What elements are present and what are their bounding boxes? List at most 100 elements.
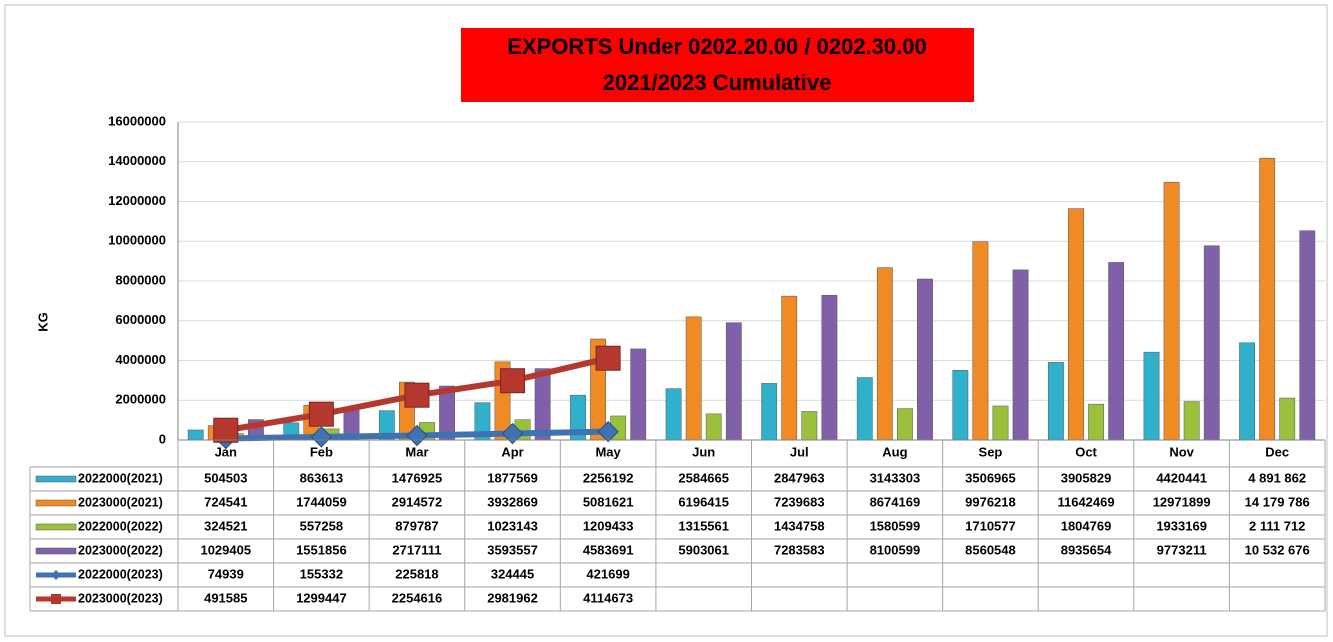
bar <box>1279 397 1296 441</box>
legend-label: 2023000(2022) <box>78 543 163 557</box>
table-cell: 7283583 <box>774 542 825 557</box>
y-tick-label: 0 <box>159 431 166 446</box>
bar <box>187 429 204 441</box>
table-cell: 324445 <box>491 566 534 581</box>
bar <box>761 383 778 441</box>
bar <box>1239 342 1255 441</box>
x-tick-label: Nov <box>1169 444 1194 459</box>
table-cell: 2254616 <box>392 590 443 605</box>
chart-title: EXPORTS Under 0202.20.00 / 0202.30.00 <box>507 34 926 59</box>
x-tick-label: May <box>595 444 621 459</box>
table-cell: 2914572 <box>392 494 443 509</box>
table-cell: 1209433 <box>583 518 634 533</box>
bar <box>952 370 969 441</box>
table-cell: 1744059 <box>296 494 347 509</box>
marker <box>597 420 619 443</box>
bar <box>972 241 989 441</box>
legend-key <box>35 499 77 507</box>
table-cell: 1029405 <box>200 542 251 557</box>
y-axis-label: KG <box>35 312 50 332</box>
bar <box>1088 403 1104 441</box>
x-tick-label: Aug <box>882 444 907 459</box>
table-cell: 491585 <box>204 590 247 605</box>
bar <box>1048 362 1064 441</box>
x-tick-label: Jul <box>790 444 809 459</box>
bar <box>1203 245 1220 441</box>
table-cell: 863613 <box>300 470 343 485</box>
table-cell: 8935654 <box>1061 542 1112 557</box>
x-tick-label: Jan <box>215 444 237 459</box>
table-cell: 1551856 <box>296 542 347 557</box>
y-tick-label: 10000000 <box>108 233 166 248</box>
table-cell: 9976218 <box>965 494 1016 509</box>
legend-label: 2022000(2023) <box>78 567 163 581</box>
table-cell: 1023143 <box>487 518 538 533</box>
y-tick-label: 8000000 <box>115 272 166 287</box>
bar <box>897 408 913 441</box>
bar <box>1163 181 1180 441</box>
x-tick-label: Feb <box>310 444 333 459</box>
bar <box>821 294 838 441</box>
bar <box>725 322 742 441</box>
table-cell: 2847963 <box>774 470 825 485</box>
table-cell: 14 179 786 <box>1245 494 1310 509</box>
table-cell: 724541 <box>204 494 247 509</box>
y-tick-label: 14000000 <box>108 153 166 168</box>
marker <box>500 368 526 394</box>
bar <box>801 411 818 441</box>
legend-key <box>51 570 61 580</box>
table-cell: 1877569 <box>487 470 538 485</box>
table-cell: 5903061 <box>678 542 729 557</box>
marker <box>406 424 428 447</box>
table-cell: 1434758 <box>774 518 825 533</box>
table-cell: 2 111 712 <box>1249 518 1305 533</box>
bar <box>1259 157 1276 441</box>
table-cell: 557258 <box>300 518 343 533</box>
table-cell: 2584665 <box>678 470 729 485</box>
legend-label: 2022000(2022) <box>78 519 163 533</box>
x-tick-label: Sep <box>979 444 1003 459</box>
bar <box>1068 208 1084 441</box>
table-cell: 3143303 <box>870 470 921 485</box>
legend-key <box>35 547 77 555</box>
table-cell: 8674169 <box>870 494 921 509</box>
x-tick-label: Dec <box>1265 444 1289 459</box>
table-cell: 7239683 <box>774 494 825 509</box>
bar <box>992 405 1009 441</box>
table-cell: 4583691 <box>583 542 634 557</box>
x-tick-label: Jun <box>692 444 715 459</box>
bar <box>534 368 551 441</box>
y-tick-label: 16000000 <box>108 113 166 128</box>
table-cell: 1299447 <box>296 590 347 605</box>
y-tick-label: 4000000 <box>115 352 166 367</box>
bar <box>630 348 647 441</box>
table-cell: 11642469 <box>1057 494 1114 509</box>
marker <box>308 401 334 427</box>
table-cell: 1476925 <box>392 470 443 485</box>
table-cell: 8560548 <box>965 542 1016 557</box>
y-tick-label: 2000000 <box>115 392 166 407</box>
legend-key <box>35 523 77 531</box>
table-cell: 12971899 <box>1153 494 1211 509</box>
y-tick-label: 6000000 <box>115 312 166 327</box>
bar <box>781 295 798 441</box>
table-cell: 8100599 <box>870 542 921 557</box>
table-cell: 1710577 <box>965 518 1016 533</box>
bar <box>1183 401 1200 441</box>
bar <box>1012 269 1029 441</box>
chart-title: 2021/2023 Cumulative <box>603 70 832 95</box>
legend-key <box>35 475 77 483</box>
table-cell: 10 532 676 <box>1245 542 1310 557</box>
table-cell: 2981962 <box>487 590 538 605</box>
table-cell: 4114673 <box>583 590 633 605</box>
table-cell: 1315561 <box>678 518 729 533</box>
x-tick-label: Mar <box>405 444 428 459</box>
marker <box>310 426 333 448</box>
bar <box>1143 351 1160 441</box>
table-cell: 225818 <box>395 566 438 581</box>
marker <box>404 382 430 408</box>
bar <box>705 413 722 441</box>
title-box <box>461 28 974 102</box>
marker <box>595 345 621 371</box>
